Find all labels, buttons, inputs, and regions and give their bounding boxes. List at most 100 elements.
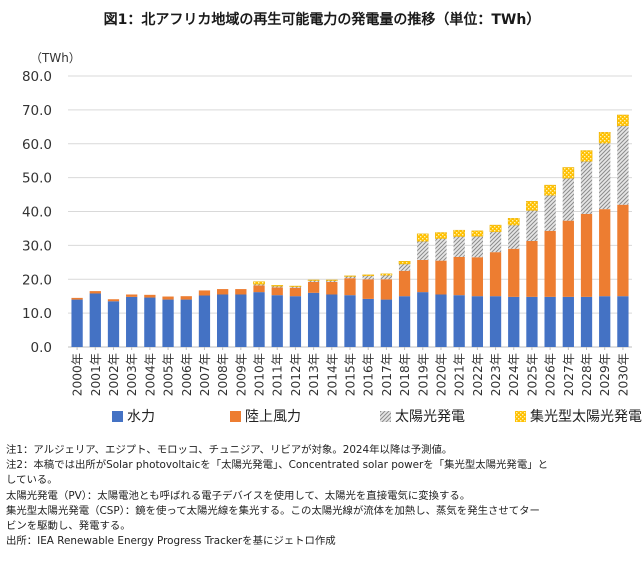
- x-tick-label: 2013年: [307, 353, 321, 396]
- bar-segment-series-3: [325, 279, 338, 281]
- y-tick-label: 30.0: [22, 238, 52, 254]
- bar-segment-series-0: [471, 296, 483, 347]
- bar-segment-series-1: [398, 270, 411, 297]
- y-tick-label: 70.0: [22, 103, 52, 119]
- x-tick-label: 2025年: [525, 353, 539, 396]
- bar-segment-series-0: [435, 294, 447, 347]
- x-tick-label: 2010年: [253, 353, 267, 396]
- x-tick-label: 2017年: [380, 353, 394, 396]
- bar-segment-series-0: [71, 299, 83, 347]
- y-axis-unit-label: （TWh）: [30, 51, 81, 65]
- legend-swatch: [112, 411, 123, 422]
- x-tick-label: 2014年: [325, 353, 339, 396]
- y-tick-label: 10.0: [22, 306, 52, 322]
- x-tick-label: 2029年: [598, 353, 612, 396]
- bar-segment-series-2: [526, 210, 538, 241]
- bar-segment-series-0: [217, 294, 229, 347]
- bar-segment-series-1: [198, 290, 211, 296]
- bar-segment-series-1: [235, 289, 247, 295]
- bar-segment-series-1: [508, 248, 520, 297]
- bar-segment-series-3: [598, 132, 611, 144]
- bar-segment-series-1: [144, 294, 156, 298]
- x-tick-label: 2005年: [162, 353, 176, 396]
- bar-segment-series-0: [398, 296, 411, 347]
- note-line: 注2：本稿では出所がSolar photovoltaicを「太陽光発電」、Con…: [6, 459, 548, 472]
- bar-segment-series-1: [580, 213, 593, 297]
- x-tick-label: 2027年: [562, 353, 576, 396]
- bar-segment-series-1: [453, 256, 465, 296]
- x-tick-label: 2006年: [180, 353, 194, 396]
- legend-swatch: [230, 411, 241, 422]
- bar-segment-series-2: [562, 178, 574, 221]
- y-tick-label: 80.0: [22, 69, 52, 85]
- legend-label: 太陽光発電: [395, 409, 465, 425]
- bar-segment-series-2: [326, 280, 338, 282]
- bar-segment-series-2: [253, 284, 265, 286]
- bar-segment-series-1: [253, 285, 265, 293]
- bar-segment-series-0: [526, 296, 538, 347]
- note-line: している。: [6, 474, 58, 487]
- bar-segment-series-2: [508, 225, 520, 249]
- y-tick-label: 0.0: [31, 340, 52, 356]
- bar-segment-series-0: [271, 295, 283, 347]
- stacked-bar-chart: 0.0 10.0 20.0 30.0 40.0 50.0 60.0 70.0 80.0 （TWh…: [22, 51, 642, 425]
- bar-segment-series-1: [89, 291, 101, 294]
- bar-segment-series-3: [416, 233, 429, 242]
- bar-segment-series-0: [144, 297, 156, 347]
- bar-segment-series-3: [544, 184, 556, 196]
- y-tick-label: 40.0: [22, 205, 52, 221]
- bar-segment-series-1: [217, 289, 229, 295]
- x-tick-label: 2001年: [89, 353, 103, 396]
- bar-segment-series-3: [398, 261, 411, 265]
- bar-segment-series-2: [344, 276, 356, 279]
- bar-segment-series-3: [289, 285, 302, 287]
- bar-segment-series-1: [617, 204, 629, 297]
- bar-segment-series-0: [562, 296, 574, 347]
- bar-segment-series-0: [307, 292, 320, 347]
- bar-segment-series-0: [253, 292, 265, 347]
- bar-segment-series-0: [198, 295, 211, 347]
- bar-segment-series-0: [599, 296, 611, 347]
- bar-segment-series-2: [362, 275, 374, 280]
- x-tick-label: 2012年: [289, 353, 303, 396]
- bar-segment-series-3: [271, 285, 284, 287]
- bar-segment-series-0: [544, 296, 556, 347]
- bar-segment-series-1: [435, 260, 447, 295]
- bar-segment-series-2: [307, 280, 320, 282]
- note-line: 集光型太陽光発電（CSP）：鏡を使って太陽光線を集光する。この太陽光線が流体を加…: [6, 504, 540, 517]
- bar-segment-series-0: [326, 294, 338, 347]
- bar-segment-series-0: [235, 294, 247, 347]
- bar-segment-series-1: [307, 281, 320, 293]
- bar-segment-series-0: [89, 293, 101, 347]
- bar-segment-series-3: [526, 201, 538, 211]
- legend-label: 集光型太陽光発電: [530, 408, 642, 425]
- bar-segment-series-1: [562, 220, 574, 297]
- x-tick-label: 2004年: [143, 353, 157, 396]
- y-tick-label: 20.0: [22, 272, 52, 288]
- note-line: 注1：アルジェリア、エジプト、モロッコ、チュニジア、リビアが対象。2024年以降…: [6, 444, 453, 456]
- x-tick-label: 2009年: [234, 353, 248, 396]
- bar-segment-series-1: [289, 287, 302, 297]
- y-tick-label: 50.0: [22, 171, 52, 187]
- x-tick-label: 2024年: [507, 353, 521, 396]
- bar-segment-series-3: [344, 275, 356, 277]
- bar-segment-series-1: [71, 297, 83, 300]
- x-tick-label: 2003年: [125, 353, 139, 396]
- bar-segment-series-1: [471, 257, 483, 297]
- bar-segment-series-0: [162, 299, 174, 347]
- bar-segment-series-2: [599, 143, 611, 210]
- bar-segment-series-2: [489, 231, 502, 253]
- notes: 注1：アルジェリア、エジプト、モロッコ、チュニジア、リビアが対象。2024年以降…: [6, 443, 638, 549]
- bar-segment-series-1: [599, 209, 611, 297]
- bar-segment-series-1: [107, 299, 120, 302]
- x-tick-label: 2018年: [398, 353, 412, 396]
- bar-segment-series-2: [435, 238, 447, 261]
- bar-segment-series-3: [362, 274, 375, 277]
- bar-segment-series-3: [380, 273, 393, 276]
- bar-segment-series-0: [126, 296, 138, 347]
- bar-segment-series-2: [580, 161, 593, 214]
- bar-segment-series-3: [435, 232, 447, 239]
- bar-segment-series-0: [508, 296, 520, 347]
- note-line: ビンを駆動し、発電する。: [6, 520, 131, 533]
- bar-segment-series-2: [453, 236, 465, 257]
